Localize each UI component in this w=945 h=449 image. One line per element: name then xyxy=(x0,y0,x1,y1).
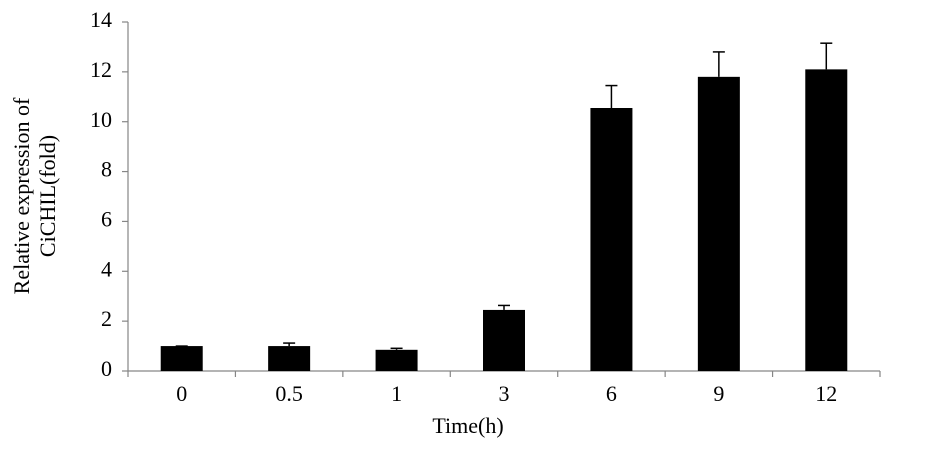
x-axis-label: Time(h) xyxy=(432,413,503,438)
y-tick-label: 12 xyxy=(90,57,112,82)
error-bar xyxy=(390,347,403,350)
y-tick-label: 10 xyxy=(90,107,112,132)
error-bar xyxy=(820,42,833,70)
error-bar xyxy=(712,51,725,77)
bar xyxy=(805,69,848,371)
x-tick-label: 0.5 xyxy=(275,381,303,406)
error-bar xyxy=(283,342,296,347)
bar xyxy=(375,349,418,371)
bar xyxy=(160,346,203,371)
error-bar xyxy=(498,304,510,310)
y-axis-label-line: Relative expression of xyxy=(9,97,34,294)
x-tick-label: 0 xyxy=(176,381,187,406)
bar xyxy=(590,108,633,371)
y-tick-label: 4 xyxy=(101,256,112,281)
y-axis-label-line: CiCHIL(fold) xyxy=(35,135,60,257)
y-tick-label: 8 xyxy=(101,157,112,182)
y-tick-label: 2 xyxy=(101,306,112,331)
x-tick-label: 6 xyxy=(606,381,617,406)
x-tick-label: 3 xyxy=(499,381,510,406)
y-axis-label: Relative expression of CiCHIL(fold) xyxy=(9,97,60,294)
x-tick-label: 1 xyxy=(391,381,402,406)
error-bar xyxy=(605,84,618,109)
x-tick-label: 12 xyxy=(815,381,837,406)
y-tick-label: 6 xyxy=(101,206,112,231)
bar xyxy=(483,309,525,371)
y-tick-label: 14 xyxy=(90,7,112,32)
y-tick-label: 0 xyxy=(101,356,112,381)
bar xyxy=(268,346,311,371)
x-tick-label: 9 xyxy=(713,381,724,406)
bar xyxy=(697,76,740,371)
